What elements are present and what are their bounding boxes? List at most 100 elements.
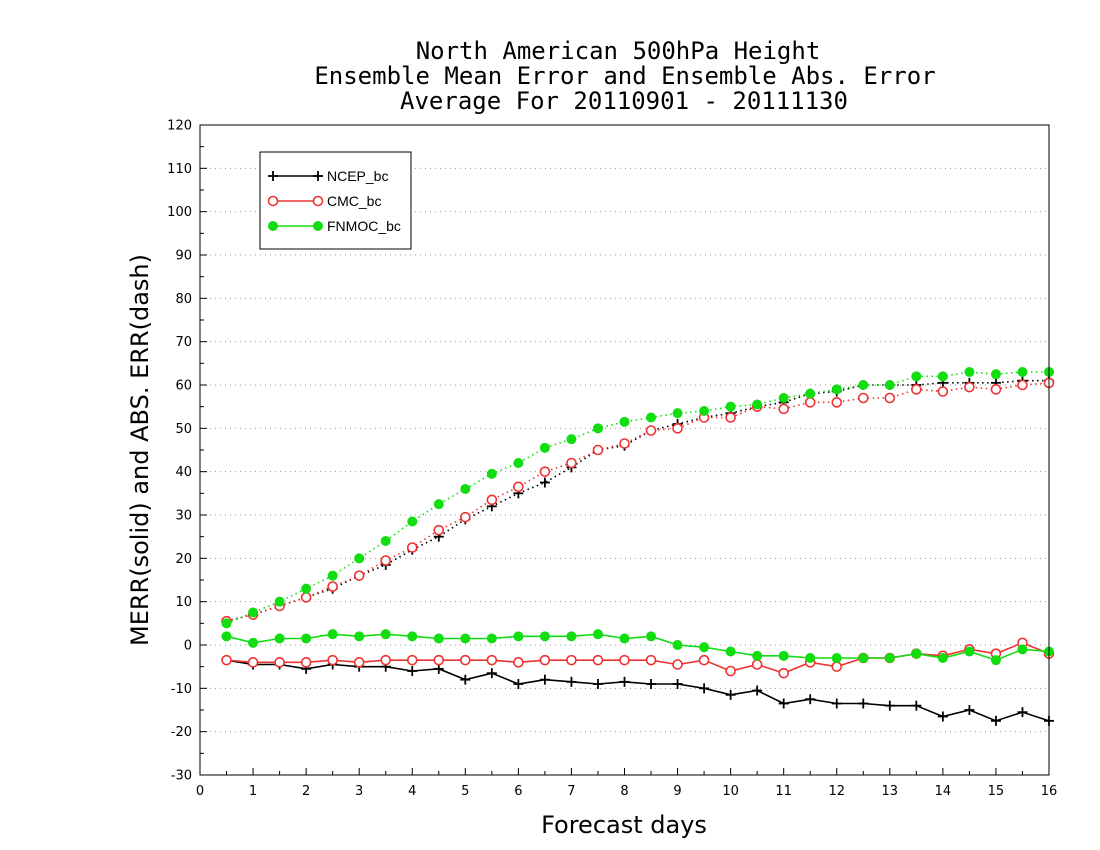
- mean-error-point: [725, 689, 736, 700]
- abs-error-point: [911, 384, 922, 395]
- mean-error-point: [407, 631, 418, 642]
- mean-error-point: [513, 631, 524, 642]
- y-tick-label: 30: [175, 509, 192, 524]
- mean-error-point: [805, 653, 816, 663]
- mean-error-point: [539, 674, 550, 685]
- mean-error-point: [327, 654, 338, 666]
- mean-error-point: [539, 631, 550, 642]
- abs-error-point: [752, 399, 763, 410]
- x-tick-label: 14: [935, 784, 952, 799]
- mean-error-point: [327, 629, 338, 640]
- chart-title: North American 500hPa Height Ensemble Me…: [314, 37, 935, 115]
- abs-error-point: [380, 536, 391, 546]
- mean-error-point: [937, 711, 948, 722]
- series-layer: [221, 367, 1055, 726]
- abs-error-point: [619, 416, 630, 427]
- abs-error-point: [486, 468, 497, 479]
- mean-error-point: [354, 631, 365, 642]
- title-line-3: Average For 20110901 - 20111130: [400, 87, 848, 115]
- abs-error-point: [804, 397, 816, 408]
- mean-error-point: [751, 659, 763, 670]
- title-line-2: Ensemble Mean Error and Ensemble Abs. Er…: [314, 62, 935, 90]
- x-tick-label: 0: [196, 784, 204, 799]
- mean-error-point: [619, 633, 630, 644]
- abs-error-point: [1017, 379, 1028, 391]
- mean-error-point: [513, 657, 524, 668]
- abs-error-point: [539, 466, 551, 477]
- abs-error-line-fnmoc-bc: [226, 371, 1049, 625]
- abs-error-point: [592, 444, 604, 456]
- legend-item-cmc-bc: CMC_bc: [267, 193, 381, 209]
- mean-error-point: [937, 653, 948, 663]
- abs-error-point: [911, 371, 922, 382]
- mean-error-point: [380, 629, 391, 640]
- x-tick-label: 8: [620, 784, 628, 799]
- mean-error-point: [300, 657, 312, 668]
- legend-marker: [268, 171, 278, 181]
- abs-error-point: [406, 542, 418, 553]
- mean-error-point: [858, 653, 869, 663]
- x-tick-label: 13: [882, 784, 899, 799]
- abs-error-point: [778, 393, 789, 403]
- abs-error-point: [990, 384, 1002, 395]
- mean-error-point: [645, 654, 657, 666]
- abs-error-point: [327, 581, 338, 592]
- mean-error-point: [486, 654, 498, 666]
- abs-error-point: [539, 442, 550, 453]
- legend-item-fnmoc-bc: FNMOC_bc: [268, 218, 401, 234]
- legend-item-ncep-bc: NCEP_bc: [268, 168, 388, 184]
- y-tick-label: 10: [175, 595, 192, 610]
- mean-error-point: [221, 631, 232, 642]
- y-tick-label: 0: [184, 639, 192, 654]
- mean-error-point: [619, 654, 630, 666]
- abs-error-point: [672, 408, 683, 419]
- abs-error-line-ncep-bc: [226, 379, 1049, 622]
- legend-marker: [268, 221, 278, 231]
- x-tick-label: 10: [722, 784, 739, 799]
- abs-error-point: [937, 386, 949, 397]
- mean-error-point: [646, 679, 657, 689]
- abs-error-point: [937, 371, 948, 382]
- mean-error-point: [353, 657, 365, 668]
- mean-error-point: [301, 633, 312, 644]
- abs-error-point: [964, 367, 975, 377]
- mean-error-point: [725, 646, 736, 657]
- mean-error-point: [964, 646, 975, 657]
- mean-error-point: [884, 653, 895, 663]
- y-tick-label: 50: [175, 422, 192, 437]
- mean-error-point: [274, 633, 285, 644]
- mean-error-point: [990, 715, 1001, 726]
- y-tick-label: 120: [167, 119, 192, 134]
- mean-error-point: [380, 654, 392, 666]
- abs-error-point: [433, 524, 445, 536]
- mean-error-point: [221, 654, 232, 666]
- x-tick-label: 9: [673, 784, 681, 799]
- x-tick-label: 1: [249, 784, 257, 799]
- abs-error-line-cmc-bc: [226, 382, 1050, 622]
- mean-error-point: [460, 633, 471, 644]
- y-axis-label: MERR(solid) and ABS. ERR(dash): [126, 254, 154, 646]
- abs-error-point: [566, 457, 577, 469]
- y-tick-label: 80: [175, 292, 192, 307]
- mean-error-line-cmc-bc: [226, 641, 1050, 675]
- abs-error-point: [513, 458, 524, 468]
- abs-error-point: [884, 392, 896, 404]
- abs-error-point: [300, 592, 312, 603]
- abs-error-point: [460, 484, 471, 494]
- mean-error-point: [805, 694, 816, 705]
- series-fnmoc-bc: [221, 367, 1054, 666]
- abs-error-point: [672, 423, 683, 434]
- y-tick-label: 20: [175, 552, 192, 567]
- mean-error-point: [566, 676, 577, 687]
- abs-error-point: [513, 481, 524, 493]
- mean-error-point: [566, 654, 577, 666]
- mean-error-point: [778, 698, 789, 709]
- mean-error-point: [831, 661, 843, 672]
- legend-label: NCEP_bc: [327, 168, 388, 184]
- abs-error-point: [884, 380, 895, 390]
- abs-error-point: [407, 516, 418, 527]
- mean-error-point: [752, 685, 763, 696]
- x-tick-label: 5: [461, 784, 469, 799]
- mean-error-point: [698, 654, 710, 666]
- abs-error-point: [486, 494, 498, 506]
